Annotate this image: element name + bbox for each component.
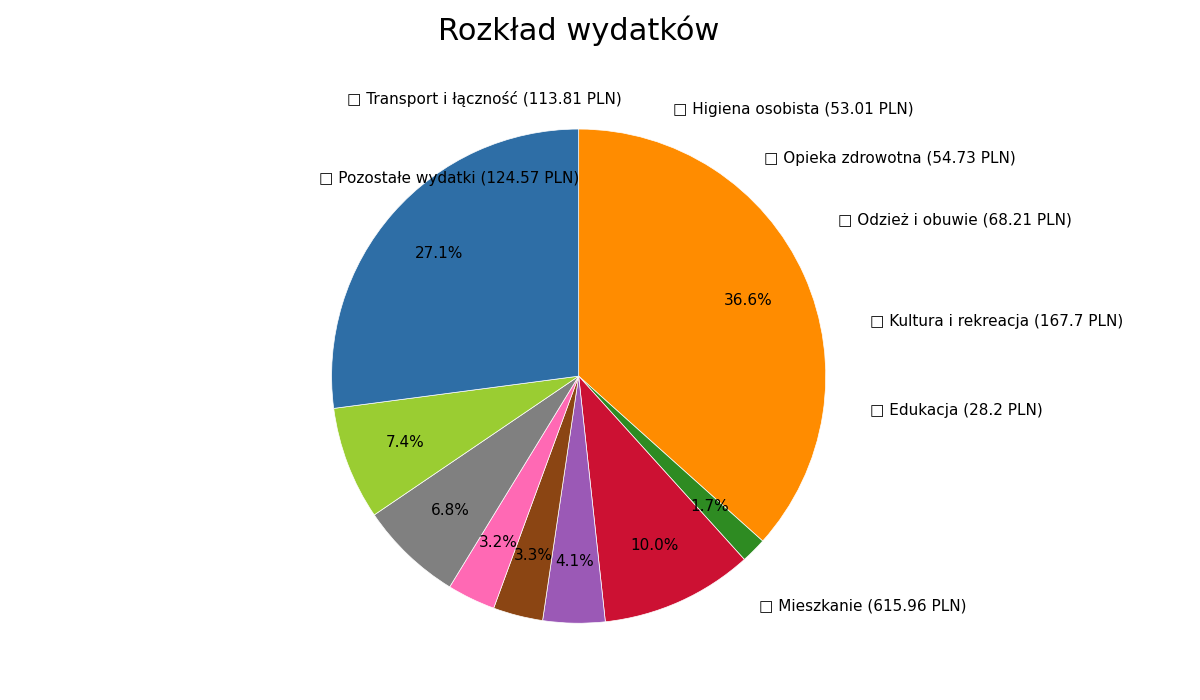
Wedge shape [578,376,763,559]
Text: 6.8%: 6.8% [431,503,470,518]
Text: 3.2%: 3.2% [479,536,517,550]
Wedge shape [450,376,578,608]
Text: □ Transport i łączność (113.81 PLN): □ Transport i łączność (113.81 PLN) [348,92,622,107]
Text: □ Edukacja (28.2 PLN): □ Edukacja (28.2 PLN) [870,403,1043,418]
Wedge shape [331,129,578,408]
Wedge shape [542,376,605,623]
Text: □ Higiena osobista (53.01 PLN): □ Higiena osobista (53.01 PLN) [672,102,913,117]
Wedge shape [493,376,578,621]
Text: 3.3%: 3.3% [514,548,552,564]
Text: □ Mieszkanie (615.96 PLN): □ Mieszkanie (615.96 PLN) [760,598,966,613]
Text: 1.7%: 1.7% [691,499,730,514]
Text: 27.1%: 27.1% [415,246,463,262]
Text: 10.0%: 10.0% [630,538,679,553]
Text: □ Opieka zdrowotna (54.73 PLN): □ Opieka zdrowotna (54.73 PLN) [764,151,1015,166]
Text: □ Kultura i rekreacja (167.7 PLN): □ Kultura i rekreacja (167.7 PLN) [870,314,1123,329]
Wedge shape [578,129,826,541]
Wedge shape [578,376,744,622]
Text: 7.4%: 7.4% [386,435,425,449]
Wedge shape [334,376,578,515]
Text: □ Pozostałe wydatki (124.57 PLN): □ Pozostałe wydatki (124.57 PLN) [319,171,580,186]
Text: 4.1%: 4.1% [556,554,594,569]
Text: □ Odzież i obuwie (68.21 PLN): □ Odzież i obuwie (68.21 PLN) [838,213,1072,228]
Text: 36.6%: 36.6% [724,293,773,308]
Title: Rozkład wydatków: Rozkład wydatków [438,15,719,46]
Wedge shape [374,376,578,587]
